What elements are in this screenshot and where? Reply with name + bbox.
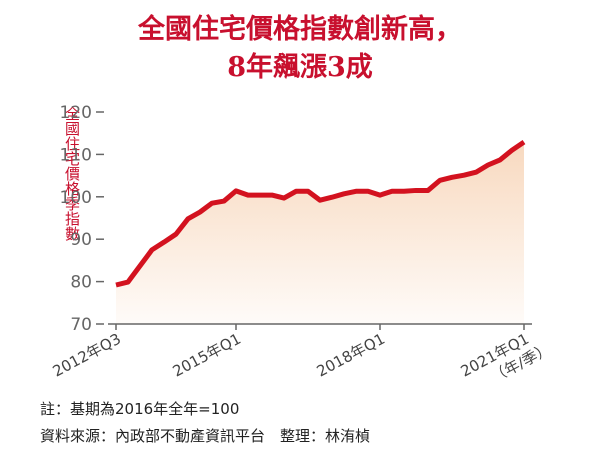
source: 資料來源：內政部不動產資訊平台 整理：林洧楨 — [40, 427, 370, 445]
x-tick-label: 2018年Q1 — [314, 330, 388, 381]
note: 註：基期為2016年全年=100 — [40, 400, 239, 418]
y-tick-label: 70 — [70, 315, 92, 335]
y-tick-label: 120 — [60, 103, 92, 123]
x-tick-label: 2015年Q1 — [170, 330, 244, 381]
line — [115, 140, 526, 288]
y-tick-label: 80 — [70, 273, 92, 293]
y-tick-label: 90 — [70, 230, 92, 250]
x-tick-label: 2012年Q3 — [50, 330, 124, 381]
y-tick-label: 110 — [60, 145, 92, 165]
area — [116, 142, 524, 324]
y-tick-label: 100 — [60, 188, 92, 208]
chart-subtitle: 8年飆漲3成 — [227, 51, 373, 83]
y-axis-label: 全國住宅價格季指數 — [63, 105, 81, 241]
chart-title: 全國住宅價格指數創新高， — [137, 13, 462, 45]
